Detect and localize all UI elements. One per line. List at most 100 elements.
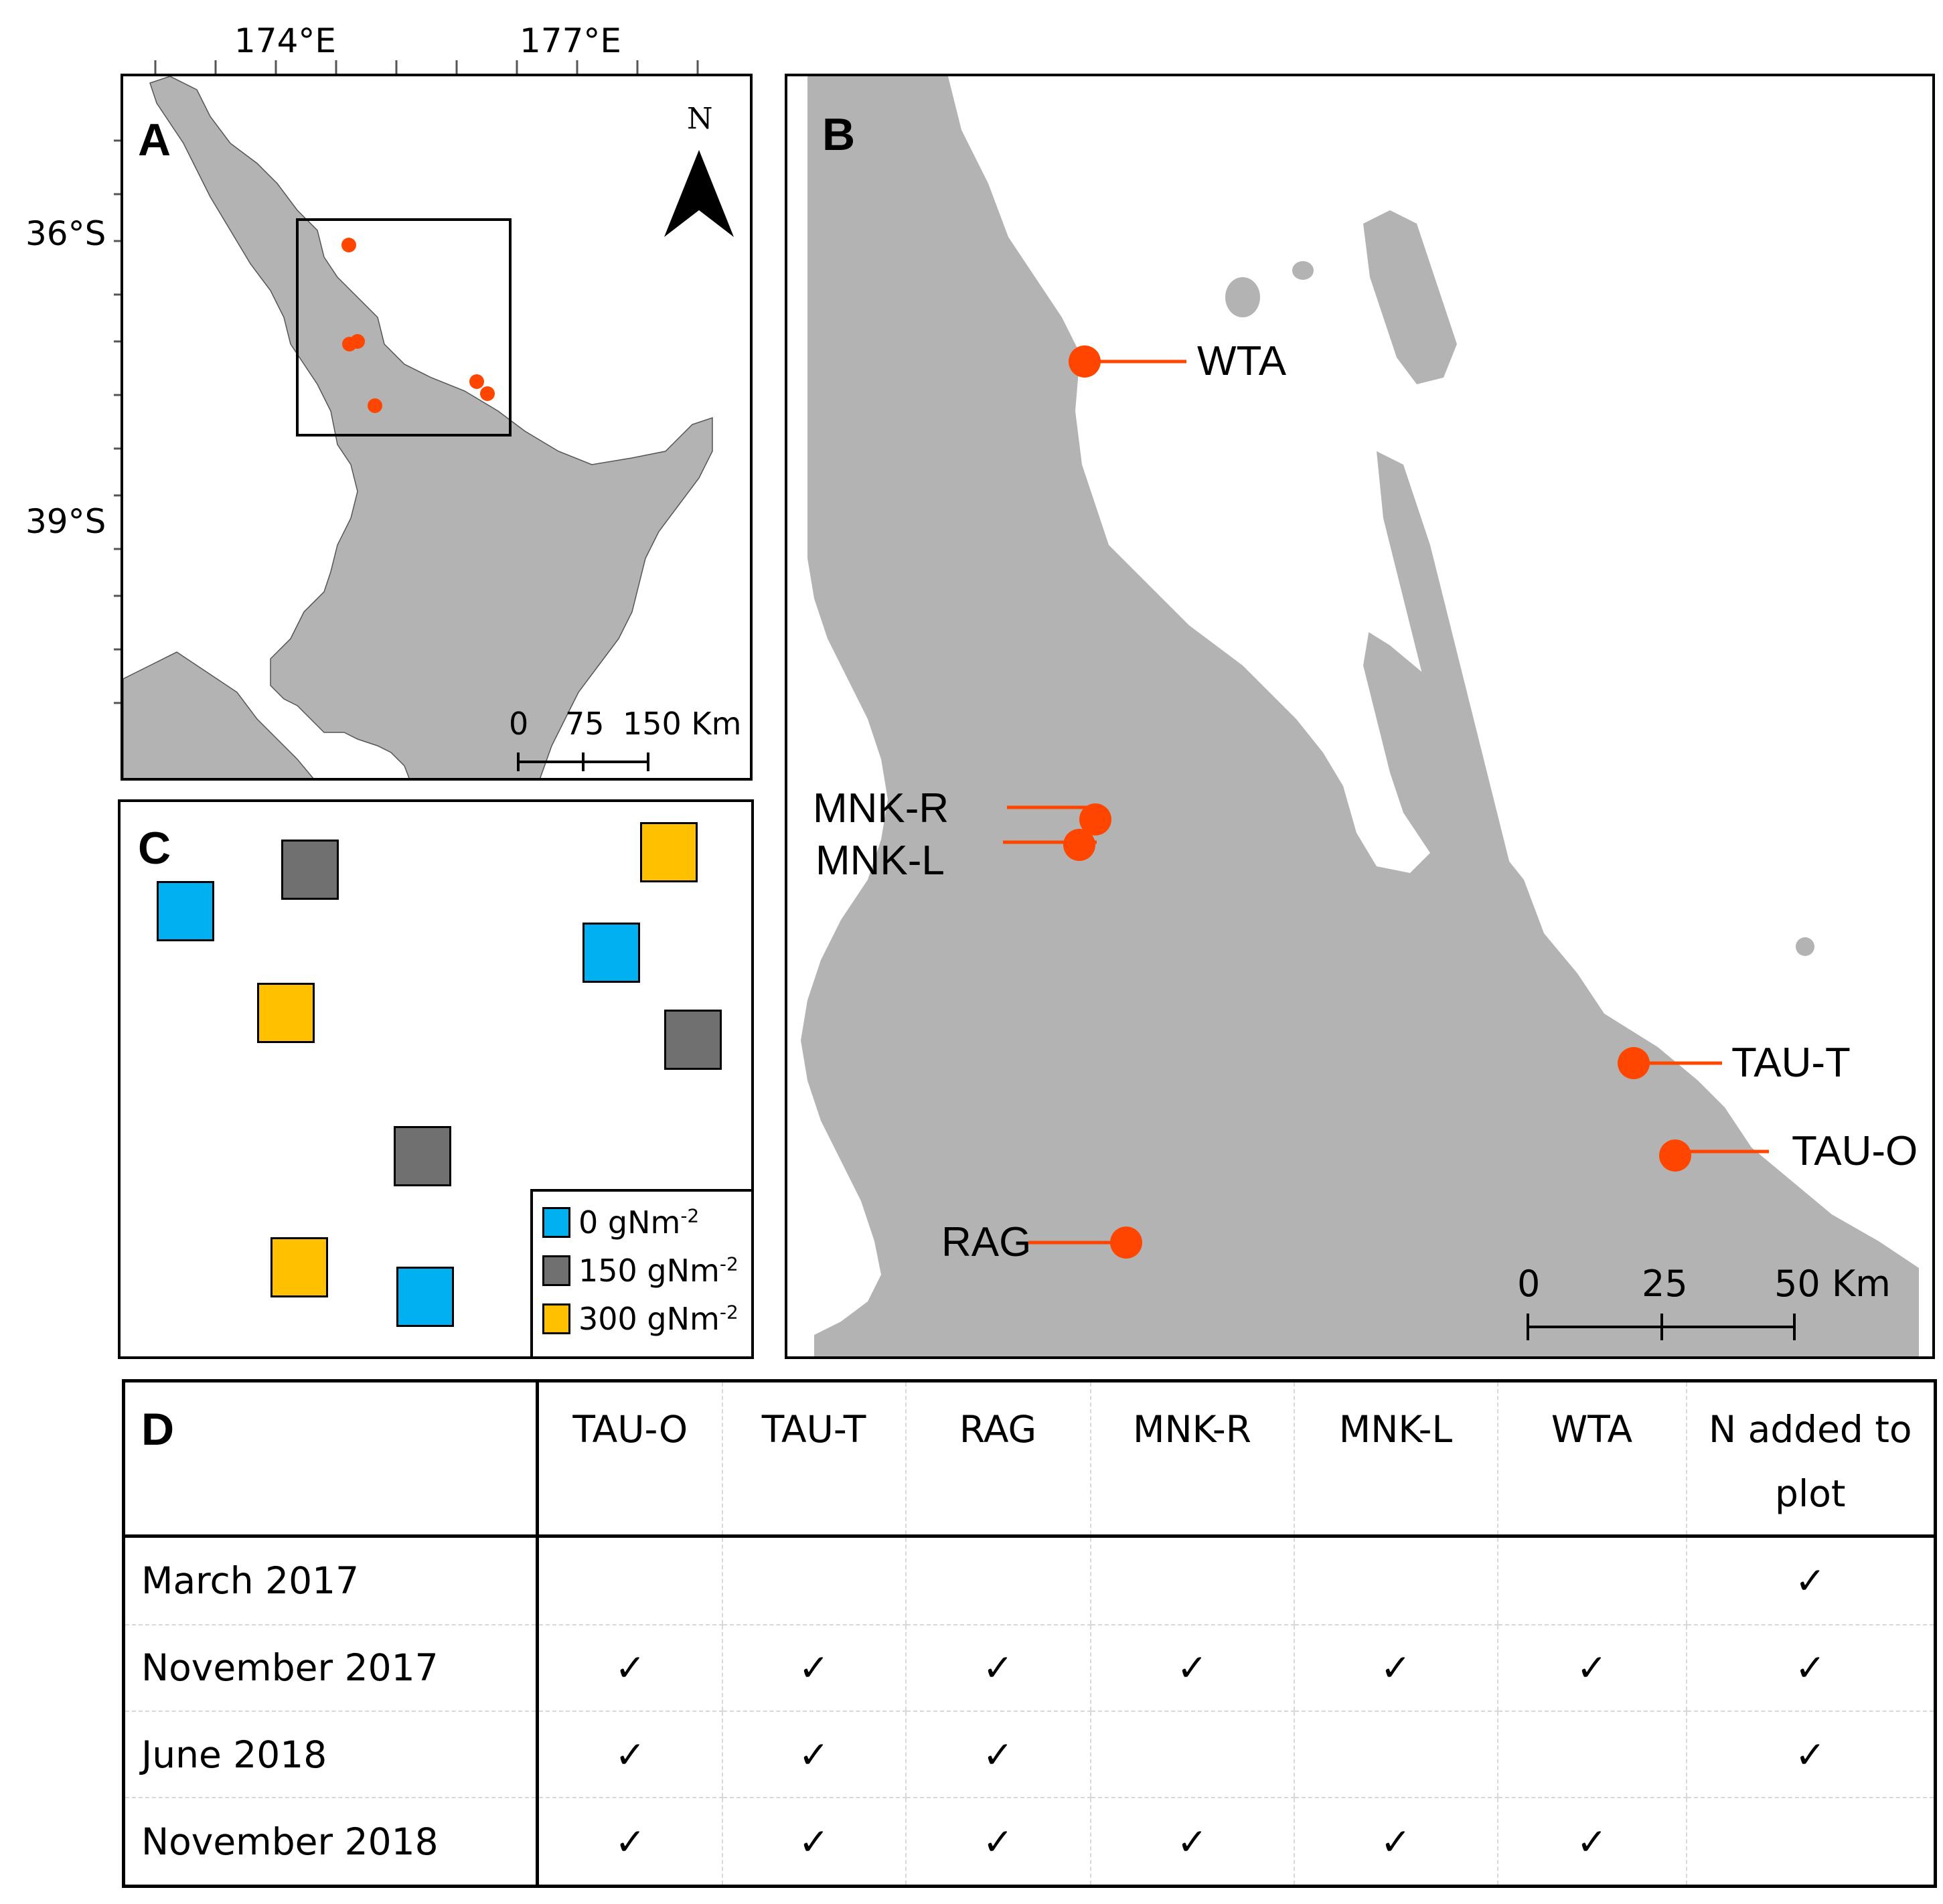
hauraki-gulf-water bbox=[324, 230, 471, 364]
table-cell: ✓ bbox=[1089, 1798, 1294, 1887]
plot-150-3 bbox=[394, 1126, 451, 1186]
island-small-3 bbox=[1796, 937, 1814, 956]
col-header-tau-o: TAU-O bbox=[536, 1380, 722, 1538]
col-header-mnk-l: MNK-L bbox=[1293, 1380, 1498, 1538]
plot-150-2 bbox=[664, 1010, 722, 1070]
panel-b-site-markers bbox=[1003, 345, 1769, 1259]
table-cell: ✓ bbox=[721, 1711, 906, 1799]
plot-300-2 bbox=[257, 983, 315, 1043]
table-cell: ✓ bbox=[1089, 1624, 1294, 1712]
island-small-1 bbox=[1225, 277, 1260, 317]
col-header-mnk-r: MNK-R bbox=[1089, 1380, 1294, 1538]
table-cell bbox=[1089, 1711, 1294, 1799]
table-cell bbox=[1293, 1536, 1498, 1625]
island-small-2 bbox=[1292, 261, 1314, 280]
legend-text-1: 150 gNm-2 bbox=[578, 1253, 739, 1289]
col-header-wta: WTA bbox=[1496, 1380, 1687, 1538]
table-cell: ✓ bbox=[1685, 1536, 1936, 1625]
panel-a-map: A N 0 75 150 Km bbox=[121, 74, 753, 781]
plot-0-2 bbox=[582, 923, 640, 983]
table-cell: ✓ bbox=[536, 1798, 722, 1887]
panel-d-sampling-table: D TAU-O TAU-T RAG MNK-R MNK-L WTA N adde… bbox=[122, 1379, 1937, 1888]
marker-tau-t bbox=[1618, 1047, 1650, 1079]
marker-mnk-r bbox=[1079, 803, 1111, 836]
panel-d-letter: D bbox=[141, 1404, 175, 1455]
legend-swatch-0 bbox=[542, 1207, 570, 1238]
legend-text-0: 0 gNm-2 bbox=[578, 1204, 700, 1241]
table-cell: ✓ bbox=[1685, 1711, 1936, 1799]
site-dot-mnk-l bbox=[342, 337, 357, 351]
plot-300-3 bbox=[270, 1237, 328, 1297]
site-dot-tau-o bbox=[480, 386, 495, 401]
table-cell: ✓ bbox=[721, 1798, 906, 1887]
table-cell: ✓ bbox=[1293, 1624, 1498, 1712]
table-cell bbox=[1496, 1536, 1687, 1625]
plot-150-1 bbox=[281, 840, 339, 900]
row-label: November 2017 bbox=[123, 1624, 539, 1712]
label-tau-t: TAU-T bbox=[1731, 1040, 1851, 1086]
table-row: June 2018 ✓ ✓ ✓ ✓ bbox=[123, 1711, 1936, 1799]
panel-a-letter: A bbox=[138, 114, 171, 165]
panel-b-letter: B bbox=[822, 109, 856, 160]
panel-b-map: B WTA MNK-R MNK-L TAU-T TAU-O RAG 0 25 5… bbox=[785, 74, 1935, 1359]
panel-a-scale-bar bbox=[517, 752, 649, 771]
table-corner: D bbox=[123, 1380, 539, 1538]
table-cell bbox=[536, 1536, 722, 1625]
panel-c-letter: C bbox=[138, 823, 171, 874]
table-cell: ✓ bbox=[721, 1624, 906, 1712]
table-cell bbox=[721, 1536, 906, 1625]
label-tau-o: TAU-O bbox=[1792, 1128, 1918, 1174]
panel-a-inset-box bbox=[296, 218, 512, 437]
legend-text-2: 300 gNm-2 bbox=[578, 1301, 739, 1337]
label-mnk-r: MNK-R bbox=[813, 785, 949, 831]
table-cell: ✓ bbox=[905, 1624, 1091, 1712]
marker-rag bbox=[1110, 1226, 1142, 1259]
table-cell: ✓ bbox=[536, 1624, 722, 1712]
legend-row-1: 150 gNm-2 bbox=[542, 1253, 739, 1289]
south-island-land bbox=[123, 651, 314, 778]
panel-c-plot-layout: C 0 gNm-2 150 gNm-2 300 gNm-2 bbox=[118, 799, 754, 1359]
north-label: N bbox=[687, 102, 713, 136]
panel-a-scale-label-0: 0 bbox=[509, 706, 529, 742]
panel-b-svg bbox=[801, 76, 1919, 1356]
col-header-rag: RAG bbox=[905, 1380, 1091, 1538]
panel-a-svg bbox=[123, 76, 734, 778]
plot-0-3 bbox=[396, 1267, 454, 1327]
marker-tau-o bbox=[1659, 1139, 1691, 1172]
table-cell bbox=[905, 1536, 1091, 1625]
label-wta: WTA bbox=[1197, 338, 1287, 384]
row-label: June 2018 bbox=[123, 1711, 539, 1799]
label-mnk-l: MNK-L bbox=[815, 838, 945, 884]
site-dot-wta bbox=[341, 238, 356, 252]
panel-a-scale-label-150: 150 Km bbox=[623, 706, 742, 742]
plot-0-1 bbox=[157, 881, 214, 941]
table-header-row: D TAU-O TAU-T RAG MNK-R MNK-L WTA N adde… bbox=[123, 1380, 1936, 1538]
panel-a-lat-label-36: 36°S bbox=[25, 214, 106, 253]
row-label: November 2018 bbox=[123, 1798, 539, 1887]
legend-swatch-2 bbox=[542, 1303, 570, 1334]
panel-b-scale-label-25: 25 bbox=[1642, 1263, 1688, 1305]
panel-a-lat-label-39: 39°S bbox=[25, 502, 106, 541]
table-cell: ✓ bbox=[1496, 1624, 1687, 1712]
panel-a-lon-label-174: 174°E bbox=[234, 21, 337, 60]
table-cell: ✓ bbox=[1685, 1624, 1936, 1712]
legend-swatch-1 bbox=[542, 1255, 570, 1286]
panel-b-scale-label-50: 50 Km bbox=[1774, 1263, 1891, 1305]
legend-row-2: 300 gNm-2 bbox=[542, 1301, 739, 1337]
panel-b-scale-bar bbox=[1527, 1314, 1796, 1340]
hauraki-gulf bbox=[1075, 331, 1430, 873]
panel-a-site-markers bbox=[341, 238, 495, 413]
col-header-n-added: N added to plot bbox=[1685, 1380, 1936, 1538]
north-island-land bbox=[149, 76, 713, 778]
table-row: March 2017 ✓ bbox=[123, 1536, 1936, 1625]
col-header-tau-t: TAU-T bbox=[721, 1380, 906, 1538]
plot-300-1 bbox=[640, 822, 698, 882]
north-arrow-icon bbox=[664, 150, 734, 237]
table-cell: ✓ bbox=[1496, 1798, 1687, 1887]
marker-mnk-l bbox=[1063, 829, 1095, 861]
site-dot-tau-t bbox=[469, 374, 484, 389]
table-cell: ✓ bbox=[1293, 1798, 1498, 1887]
table-cell: ✓ bbox=[536, 1711, 722, 1799]
site-dot-rag bbox=[368, 398, 382, 413]
table-row: November 2017 ✓ ✓ ✓ ✓ ✓ ✓ ✓ bbox=[123, 1624, 1936, 1712]
